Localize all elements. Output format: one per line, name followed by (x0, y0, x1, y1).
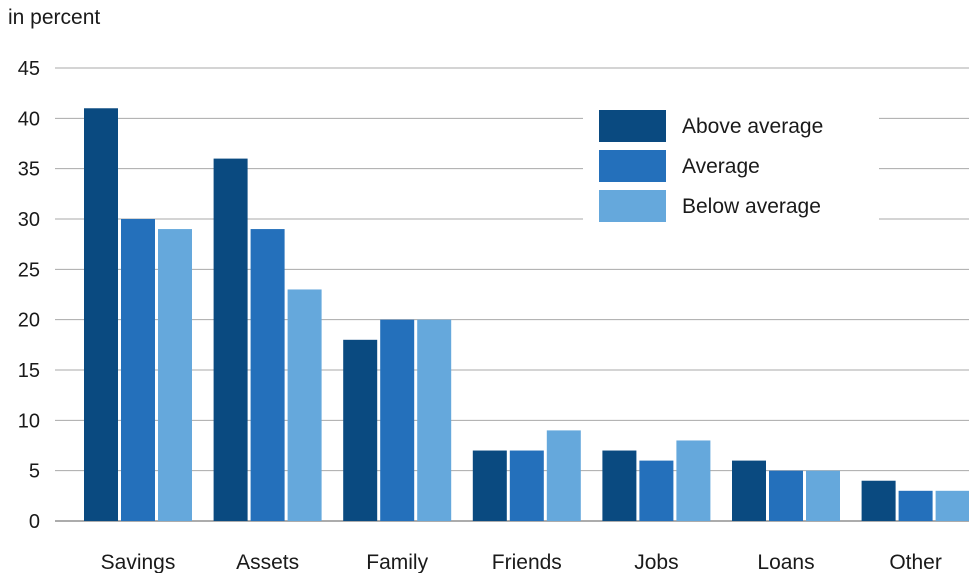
bar (861, 480, 896, 521)
x-tick-label: Jobs (634, 551, 678, 573)
x-tick-label: Friends (492, 551, 562, 573)
x-tick-label: Assets (236, 551, 299, 573)
x-tick-labels: Savings Assets Family Friends Jobs Loans Other (101, 551, 942, 573)
legend-swatch (599, 150, 666, 182)
y-tick-label: 0 (29, 511, 40, 533)
y-tick-labels: 0 5 10 15 20 25 30 35 40 45 (18, 58, 40, 533)
bars (84, 108, 969, 522)
x-tick-label: Other (889, 551, 942, 573)
bar (287, 289, 322, 521)
bar (84, 108, 118, 522)
bar (121, 219, 155, 521)
y-tick-label: 10 (18, 410, 40, 432)
legend-label: Above average (682, 115, 823, 138)
bar (250, 229, 285, 522)
bar (380, 319, 415, 521)
bar (935, 490, 969, 521)
legend-swatch (599, 190, 666, 222)
legend-label: Average (682, 155, 760, 178)
bar (639, 460, 674, 521)
bar (472, 450, 507, 521)
bar (509, 450, 544, 521)
y-axis-unit-label: in percent (8, 6, 101, 29)
bar (769, 470, 803, 521)
y-tick-label: 35 (18, 159, 40, 181)
y-tick-label: 5 (29, 461, 40, 483)
y-tick-label: 25 (18, 259, 40, 281)
bar (732, 460, 766, 521)
bar (546, 430, 581, 521)
legend-label: Below average (682, 195, 821, 218)
legend: Above average Average Below average (599, 110, 823, 222)
x-tick-label: Savings (101, 551, 176, 573)
x-tick-label: Loans (757, 551, 814, 573)
bar (158, 229, 192, 522)
y-tick-label: 40 (18, 108, 40, 130)
bar (676, 440, 711, 521)
bar (602, 450, 637, 521)
bar (806, 470, 840, 521)
legend-swatch (599, 110, 666, 142)
bar (213, 158, 248, 521)
bar (343, 339, 378, 521)
bar (417, 319, 452, 521)
bar (898, 490, 933, 521)
x-tick-label: Family (366, 551, 428, 573)
y-tick-label: 20 (18, 310, 40, 332)
y-tick-label: 30 (18, 209, 40, 231)
y-tick-label: 45 (18, 58, 40, 80)
y-tick-label: 15 (18, 360, 40, 382)
